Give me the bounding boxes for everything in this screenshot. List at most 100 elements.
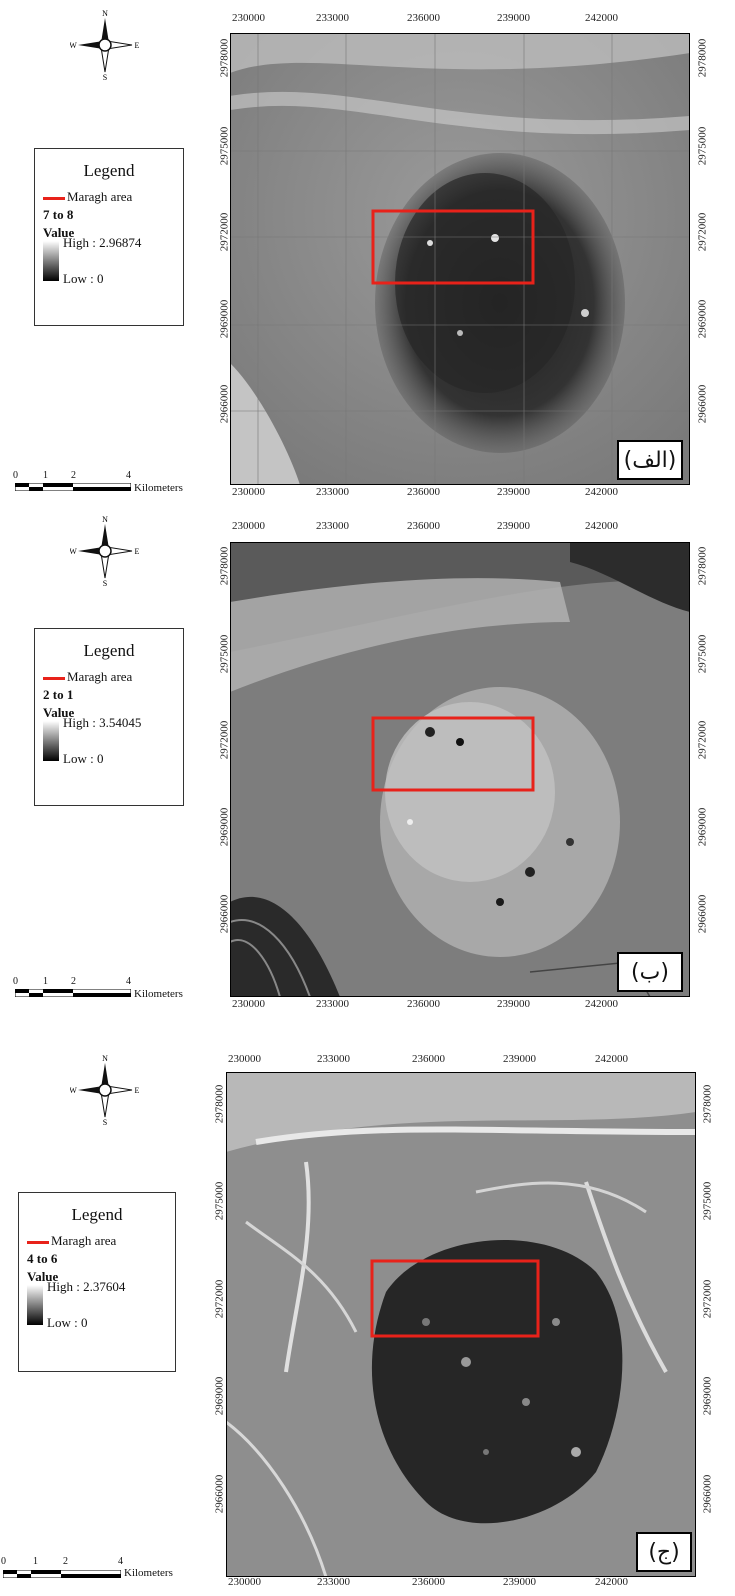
legend-boundary-row: Maragh area [43,189,132,205]
x-tick-bottom: 239000 [503,1576,536,1588]
legend-boundary-row: Maragh area [27,1233,116,1249]
svg-text:N: N [102,516,108,524]
scale-tick: 1 [33,1556,38,1567]
satellite-map-image [230,542,690,997]
boundary-swatch [27,1240,49,1244]
scale-tick: 1 [43,976,48,987]
y-tick-left: 2978000 [218,546,231,586]
compass-s: S [103,73,107,80]
y-tick-right: 2969000 [701,1376,714,1416]
y-tick-right: 2972000 [696,720,709,760]
svg-text:E: E [135,1086,140,1095]
scale-unit: Kilometers [134,988,183,1000]
x-tick-top: 233000 [317,1053,350,1065]
satellite-map-image [226,1072,696,1577]
legend-high: High : 3.54045 [63,715,142,730]
x-tick-top: 236000 [412,1053,445,1065]
scale-bar: 0 1 2 4 Kilometers [0,1556,200,1586]
y-tick-right: 2966000 [701,1474,714,1514]
x-tick-top: 236000 [407,520,440,532]
legend-boundary-label: Maragh area [51,1233,117,1248]
y-tick-right: 2978000 [701,1084,714,1124]
legend-high: High : 2.96874 [63,235,142,250]
maragh-area-boundary [371,209,535,285]
legend-box: Legend Maragh area 7 to 8 Value High : 2… [34,148,184,326]
x-tick-top: 239000 [497,520,530,532]
panel-label: (ج) [636,1532,692,1572]
scale-unit: Kilometers [134,482,183,494]
y-tick-right: 2975000 [696,634,709,674]
scale-bar: 0 1 2 4 Kilometers [10,470,200,496]
svg-text:N: N [102,1055,108,1063]
map-panel-jim: N S E W Legend Maragh area 4 to 6 Value … [0,1025,735,1596]
legend-value-header: Value [43,705,75,720]
x-tick-bottom: 233000 [316,486,349,498]
y-tick-right: 2966000 [696,894,709,934]
x-tick-bottom: 242000 [585,486,618,498]
y-tick-left: 2975000 [213,1181,226,1221]
y-tick-right: 2972000 [696,212,709,252]
y-tick-left: 2969000 [218,299,231,339]
legend-boundary-row: Maragh area [43,669,132,685]
legend-low: Low : 0 [63,271,104,286]
scale-tick: 1 [43,470,48,481]
y-tick-right: 2978000 [696,38,709,78]
y-tick-left: 2966000 [213,1474,226,1514]
x-tick-top: 239000 [503,1053,536,1065]
y-tick-right: 2978000 [696,546,709,586]
x-tick-top: 230000 [232,12,265,24]
y-tick-right: 2969000 [696,807,709,847]
y-tick-right: 2972000 [701,1279,714,1319]
x-tick-bottom: 233000 [316,998,349,1010]
y-tick-left: 2978000 [218,38,231,78]
x-tick-top: 233000 [316,520,349,532]
scale-tick: 2 [71,470,76,481]
legend-value-header: Value [27,1269,59,1284]
y-tick-right: 2969000 [696,299,709,339]
scale-tick: 4 [126,976,131,987]
svg-text:W: W [70,547,77,556]
y-tick-left: 2975000 [218,126,231,166]
x-tick-bottom: 236000 [407,998,440,1010]
scale-tick: 2 [63,1556,68,1567]
scale-bar-graphic [15,483,131,491]
x-tick-bottom: 242000 [595,1576,628,1588]
scale-bar-graphic [3,1570,121,1578]
x-tick-top: 236000 [407,12,440,24]
north-arrow-icon: N S E W [70,516,140,586]
maragh-area-boundary [370,1259,540,1338]
x-tick-bottom: 239000 [497,486,530,498]
x-tick-top: 239000 [497,12,530,24]
scale-bar-graphic [15,989,131,997]
x-tick-top: 230000 [228,1053,261,1065]
satellite-map-image [230,33,690,485]
y-tick-right: 2966000 [696,384,709,424]
legend-band: 4 to 6 [27,1251,58,1266]
grayscale-ramp [27,1285,43,1325]
scale-tick: 0 [13,470,18,481]
scale-tick: 0 [13,976,18,987]
grayscale-ramp [43,241,59,281]
y-tick-left: 2972000 [213,1279,226,1319]
legend-boundary-label: Maragh area [67,669,133,684]
legend-band: 7 to 8 [43,207,74,222]
north-arrow-icon: N S E W [70,1055,140,1125]
x-tick-top: 242000 [585,12,618,24]
x-tick-bottom: 230000 [232,486,265,498]
x-tick-bottom: 236000 [412,1576,445,1588]
legend-title: Legend [83,641,135,660]
y-tick-left: 2966000 [218,384,231,424]
y-tick-right: 2975000 [696,126,709,166]
compass-n: N [102,10,108,18]
legend-band: 2 to 1 [43,687,74,702]
scale-tick: 4 [126,470,131,481]
legend-value-header: Value [43,225,75,240]
legend-low: Low : 0 [47,1315,88,1330]
grayscale-ramp [43,721,59,761]
panel-label: (الف) [617,440,683,480]
compass-w: W [70,41,77,50]
y-tick-left: 2966000 [218,894,231,934]
x-tick-bottom: 230000 [228,1576,261,1588]
x-tick-bottom: 236000 [407,486,440,498]
legend-low: Low : 0 [63,751,104,766]
